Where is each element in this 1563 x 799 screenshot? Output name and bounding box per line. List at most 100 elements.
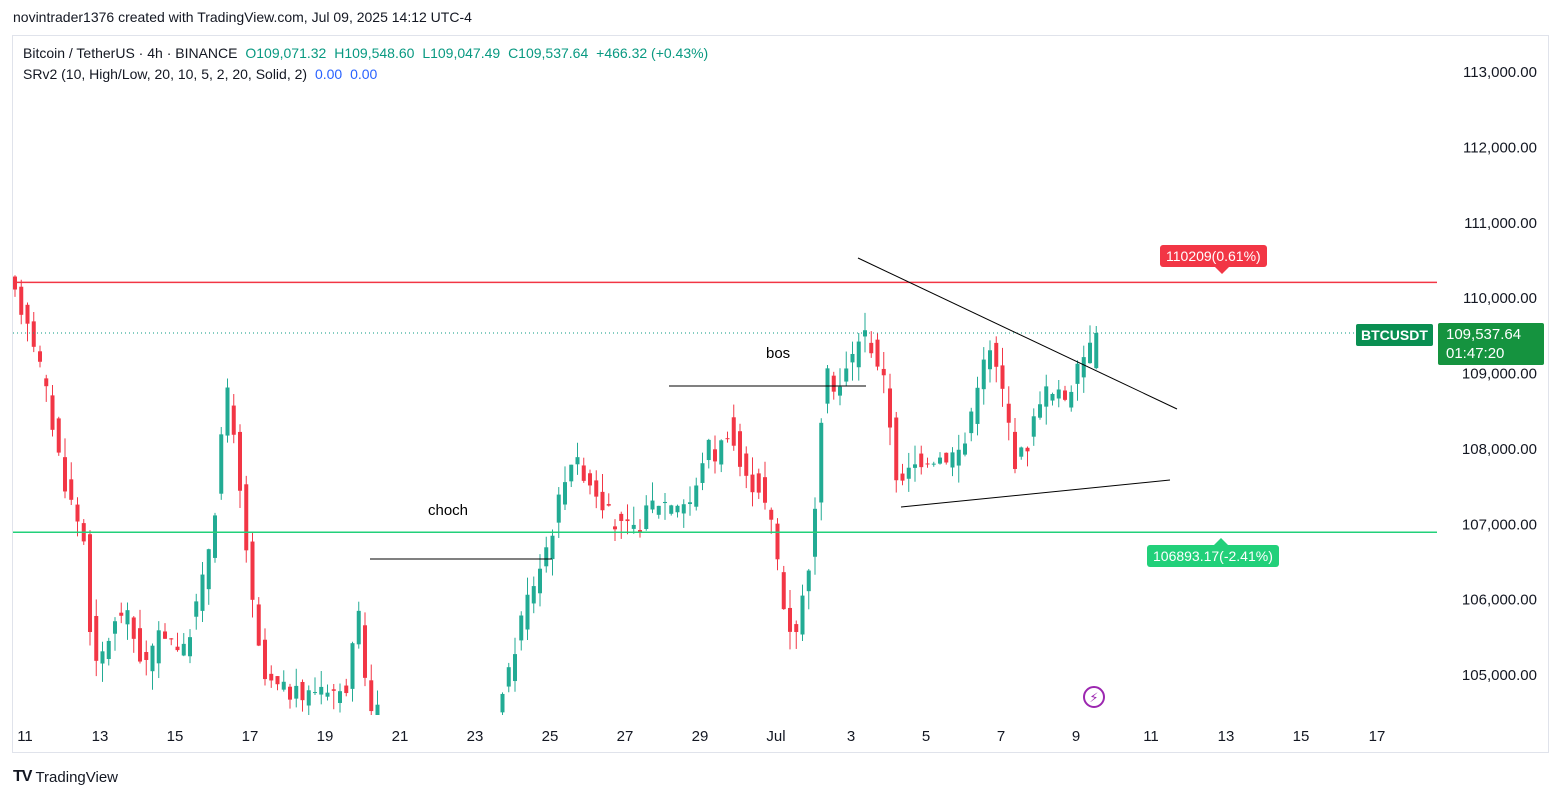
candle-up: [519, 615, 524, 641]
indicator-name[interactable]: SRv2 (10, High/Low, 20, 10, 5, 2, 20, So…: [23, 66, 308, 82]
time-axis-label: 13: [92, 728, 109, 745]
candle-up: [188, 637, 192, 657]
candle-down: [869, 342, 874, 354]
candle-down: [750, 474, 755, 493]
candle-up: [575, 457, 580, 465]
candle-up: [569, 464, 574, 482]
candle-down: [1013, 431, 1017, 469]
candle-up: [313, 692, 317, 694]
candle-down: [44, 378, 49, 387]
ohlc-low: L109,047.49: [422, 45, 501, 61]
candle-down: [231, 405, 236, 435]
candle-down: [881, 368, 886, 376]
candle-up: [1094, 332, 1099, 369]
support-level-tag[interactable]: 106893.17(-2.41%): [1147, 538, 1279, 567]
candle-up: [675, 505, 680, 513]
price-axis-label: 108,000.00: [1462, 441, 1537, 458]
candle-down: [75, 504, 80, 522]
candle-up: [975, 387, 980, 424]
candle-up: [938, 457, 942, 464]
candle-up: [294, 685, 299, 699]
candle-down: [831, 375, 836, 392]
time-axis-label: 11: [17, 728, 33, 745]
price-axis-label: 111,000.00: [1464, 215, 1537, 232]
resistance-level-tag[interactable]: 110209(0.61%): [1160, 245, 1267, 274]
candle-up: [1019, 447, 1024, 457]
time-axis-label: 9: [1072, 728, 1080, 745]
candle-up: [356, 610, 361, 645]
time-axis-label: 21: [392, 728, 409, 745]
candle-up: [500, 693, 505, 713]
candle-down: [331, 689, 336, 691]
candle-down: [263, 639, 267, 680]
candle-up: [338, 691, 342, 703]
indicator-value-2: 0.00: [350, 66, 378, 82]
candle-down: [1063, 390, 1067, 400]
flash-icon[interactable]: ⚡: [1083, 686, 1105, 708]
candle-down: [275, 676, 280, 685]
ohlc-close: C109,537.64: [508, 45, 589, 61]
candle-down: [894, 417, 899, 481]
candle-down: [138, 628, 142, 662]
candle-up: [106, 640, 111, 659]
candle-down: [250, 541, 255, 600]
bos-label[interactable]: bos: [766, 345, 791, 362]
ohlc-open: O109,071.32: [245, 45, 327, 61]
candle-down: [88, 534, 92, 633]
candle-down: [1025, 447, 1030, 452]
candle-down: [738, 431, 742, 467]
candle-down: [288, 686, 292, 700]
candle-up: [556, 494, 561, 523]
candle-up: [1081, 357, 1086, 378]
candle-down: [875, 339, 880, 367]
candle-up: [563, 482, 567, 505]
tradingview-brand[interactable]: TV TradingView: [13, 768, 118, 786]
candle-up: [688, 502, 692, 505]
candle-up: [844, 368, 849, 382]
candle-down: [1006, 403, 1011, 423]
candle-up: [700, 463, 705, 483]
candle-up: [150, 645, 155, 672]
candle-down: [63, 457, 67, 492]
time-axis-label: 5: [922, 728, 930, 745]
candle-up: [525, 594, 530, 630]
candle-down: [300, 681, 305, 701]
time-axis-label: 17: [1369, 728, 1386, 745]
price-axis-label: 109,000.00: [1462, 366, 1537, 383]
candle-down: [244, 484, 249, 551]
candle-up: [181, 643, 186, 656]
candle-up: [956, 449, 961, 466]
price-axis-label: 106,000.00: [1462, 592, 1537, 609]
candle-down: [256, 604, 261, 646]
price-axis-label: 105,000.00: [1462, 667, 1537, 684]
time-axis-label: 19: [317, 728, 334, 745]
symbol-legend: Bitcoin / TetherUS · 4h · BINANCE O109,0…: [23, 45, 712, 61]
candle-up: [656, 505, 661, 515]
candle-up: [219, 434, 224, 494]
candle-down: [144, 652, 149, 660]
candle-up: [213, 515, 217, 558]
ohlc-high: H109,548.60: [334, 45, 415, 61]
choch-label[interactable]: choch: [428, 502, 469, 519]
candle-up: [963, 443, 967, 455]
candle-down: [638, 530, 642, 532]
time-axis-label: 7: [997, 728, 1005, 745]
candle-down: [1000, 365, 1005, 389]
candle-up: [806, 570, 811, 592]
candle-down: [25, 304, 30, 324]
candle-up: [206, 549, 211, 590]
tradingview-logo-icon: TV: [13, 768, 32, 785]
candle-down: [269, 673, 274, 681]
candle-up: [194, 601, 199, 617]
time-axis-label: 17: [242, 728, 259, 745]
candle-down: [919, 453, 924, 468]
candle-up: [838, 386, 842, 396]
candle-down: [756, 473, 761, 493]
candle-up: [375, 704, 380, 715]
chart-attribution: novintrader1376 created with TradingView…: [13, 9, 472, 25]
symbol-name[interactable]: Bitcoin / TetherUS · 4h · BINANCE: [23, 45, 238, 61]
candle-down: [50, 395, 55, 430]
descending-trendline: [857, 257, 1178, 410]
candle-down: [31, 321, 36, 347]
